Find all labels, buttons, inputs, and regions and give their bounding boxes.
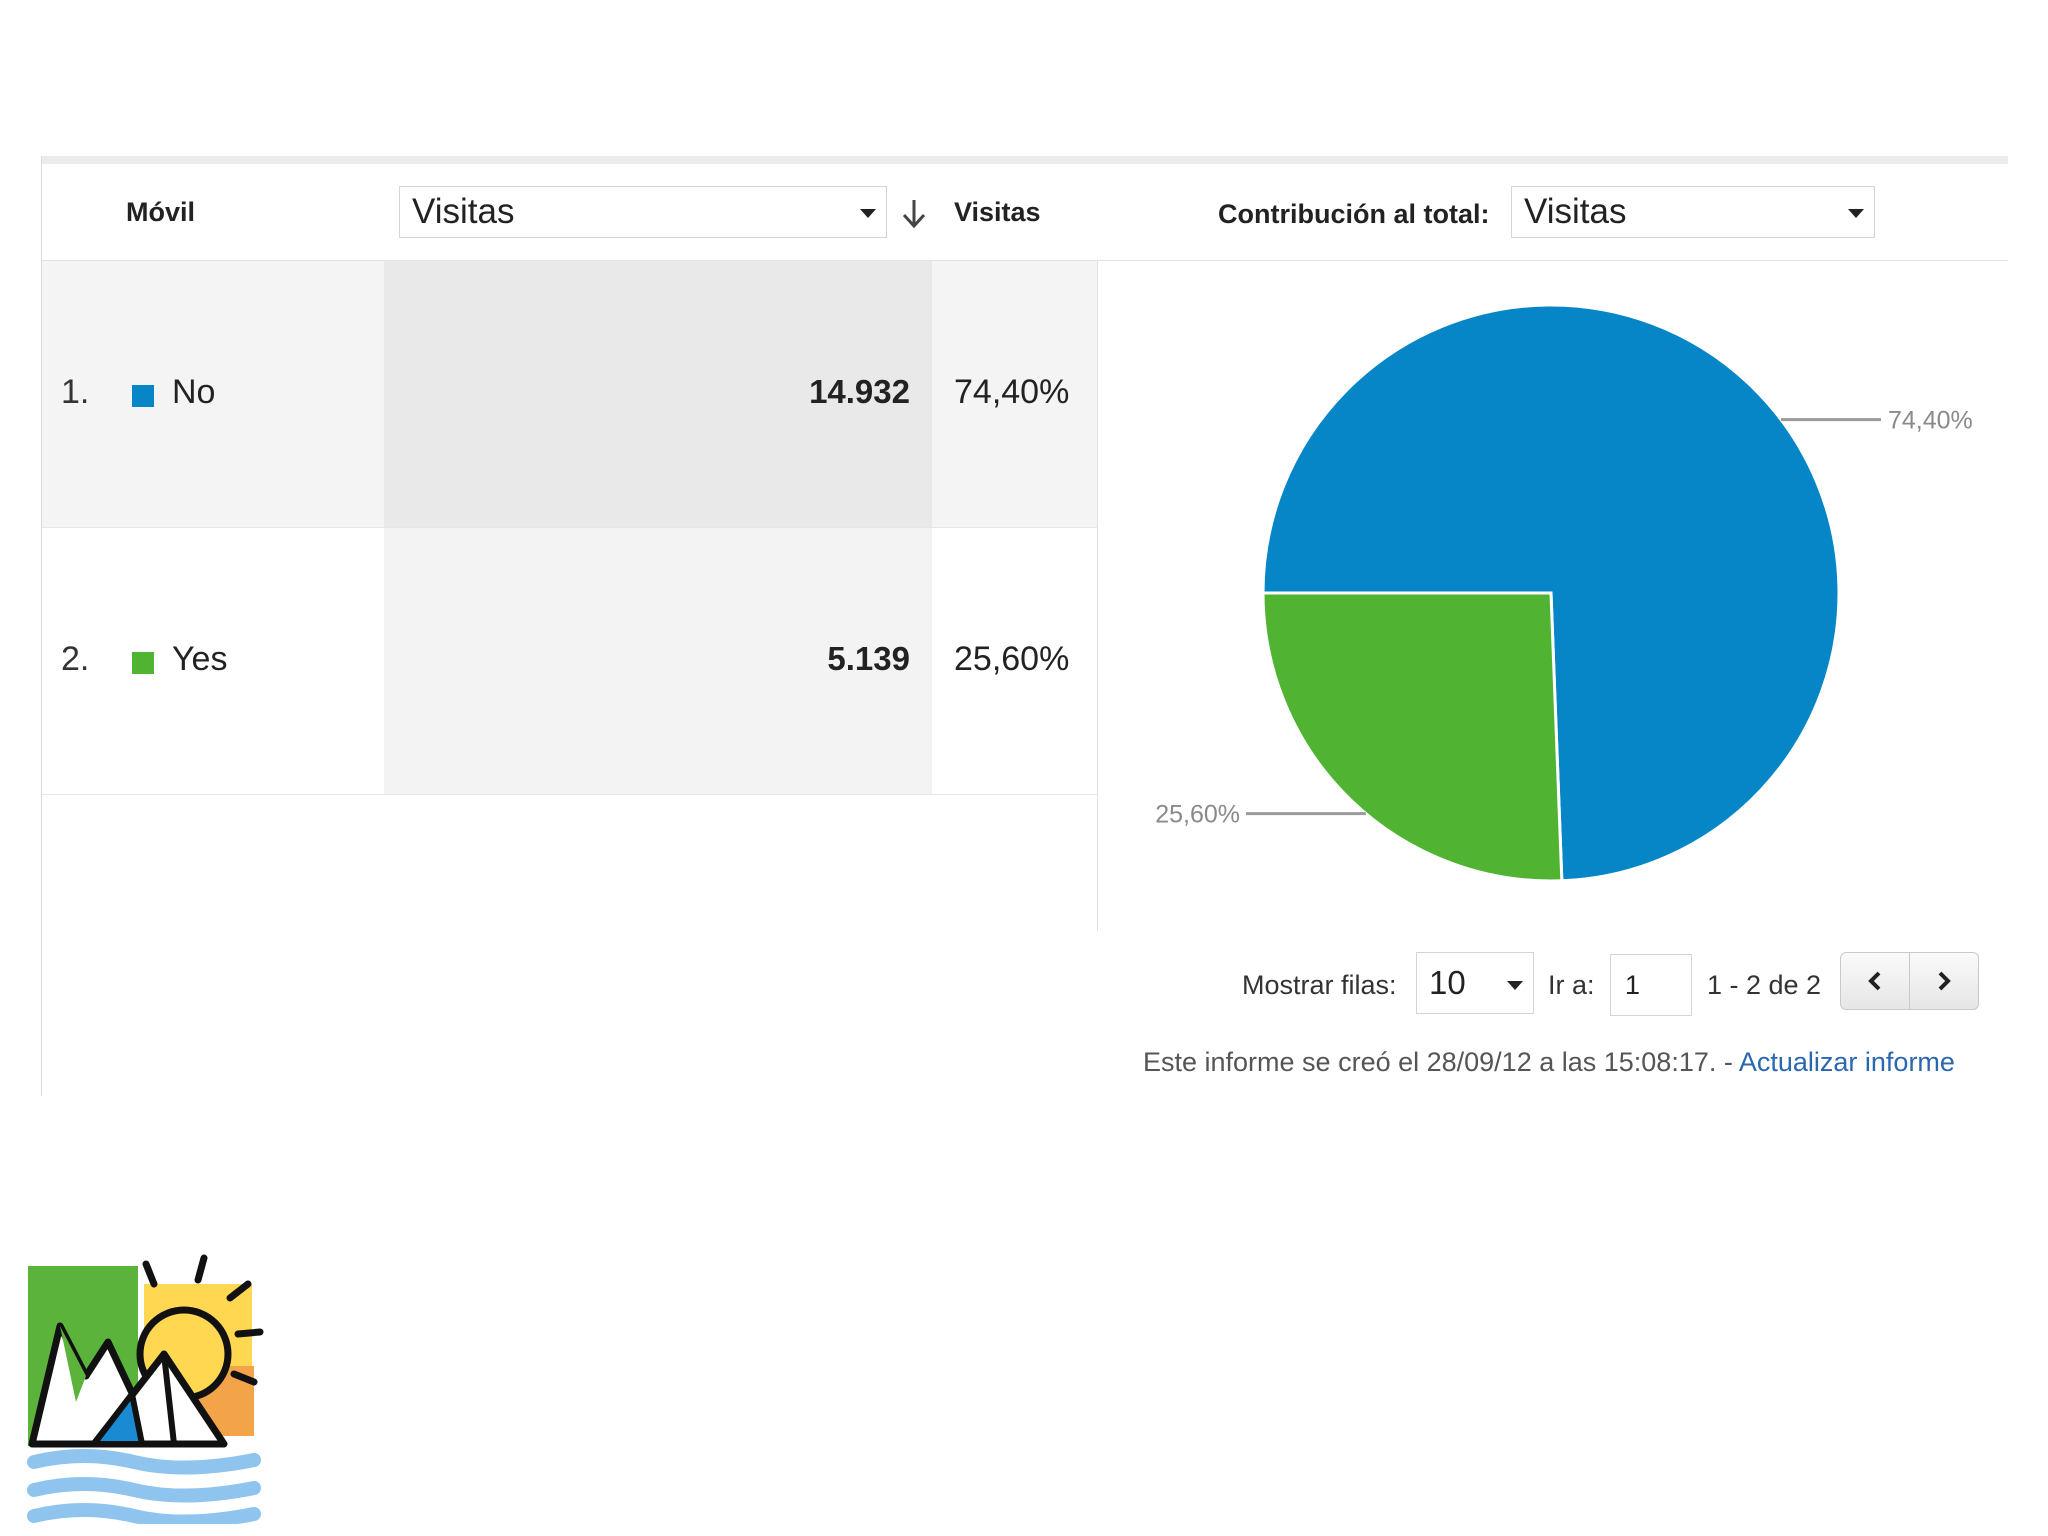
- rows-per-page-select[interactable]: 10: [1416, 952, 1534, 1014]
- chevron-down-icon: [1848, 209, 1864, 218]
- data-table: 1. No 14.932 74,40% 2. Yes 5.139 25,60%: [42, 261, 1097, 795]
- mountain-sun-tent-logo: [27, 1254, 264, 1524]
- pie-chart: 74,40% 25,60%: [1155, 303, 1973, 883]
- pie-label-no: 74,40%: [1888, 407, 1973, 435]
- percent-cell: 74,40%: [932, 261, 1097, 527]
- row-index: 2.: [61, 640, 90, 678]
- metric-column-header[interactable]: Visitas: [954, 197, 1041, 227]
- row-percent: 74,40%: [954, 373, 1070, 411]
- metric-select-value: Visitas: [412, 192, 515, 231]
- contribution-select[interactable]: Visitas: [1511, 186, 1875, 238]
- refresh-report-link[interactable]: Actualizar informe: [1738, 1047, 1955, 1077]
- table-row[interactable]: 2. Yes 5.139 25,60%: [42, 528, 1097, 795]
- chevron-down-icon: [1507, 981, 1523, 990]
- dimension-header[interactable]: Móvil: [126, 197, 196, 227]
- next-page-button[interactable]: [1909, 952, 1979, 1010]
- contribution-label: Contribución al total:: [1218, 199, 1490, 229]
- chevron-right-icon: [1938, 971, 1951, 991]
- arrow-down-icon[interactable]: [899, 198, 929, 230]
- chevron-left-icon: [1868, 971, 1881, 991]
- panel-top-border: [41, 156, 2008, 164]
- chevron-down-icon: [860, 209, 876, 218]
- value-cell: 14.932: [384, 261, 932, 527]
- metric-select[interactable]: Visitas: [399, 186, 887, 238]
- pie-slice-yes[interactable]: [1261, 591, 1564, 883]
- row-label[interactable]: No: [172, 373, 216, 411]
- row-value: 5.139: [827, 640, 910, 677]
- rows-per-page-value: 10: [1429, 964, 1466, 1001]
- percent-cell: 25,60%: [932, 528, 1097, 794]
- row-percent: 25,60%: [954, 640, 1070, 678]
- report-timestamp: Este informe se creó el 28/09/12 a las 1…: [1143, 1047, 1739, 1077]
- goto-label: Ir a:: [1548, 970, 1595, 1000]
- pie-label-yes: 25,60%: [1155, 801, 1240, 829]
- legend-swatch: [132, 652, 154, 674]
- contribution-select-value: Visitas: [1524, 192, 1627, 231]
- prev-page-button[interactable]: [1840, 952, 1910, 1010]
- table-header: Móvil Visitas Visitas Contribución al to…: [42, 164, 2008, 261]
- row-index: 1.: [61, 373, 90, 411]
- row-value: 14.932: [809, 373, 910, 410]
- row-label[interactable]: Yes: [172, 640, 228, 678]
- dimension-cell: 2. Yes: [42, 528, 384, 794]
- goto-page-input[interactable]: 1: [1610, 954, 1692, 1016]
- show-rows-label: Mostrar filas:: [1242, 970, 1397, 1000]
- value-cell: 5.139: [384, 528, 932, 794]
- dimension-cell: 1. No: [42, 261, 384, 527]
- legend-swatch: [132, 385, 154, 407]
- table-row[interactable]: 1. No 14.932 74,40%: [42, 261, 1097, 528]
- chart-divider: [1097, 261, 1098, 931]
- range-text: 1 - 2 de 2: [1707, 970, 1822, 1000]
- report-panel: [41, 156, 2009, 1096]
- report-footer: Este informe se creó el 28/09/12 a las 1…: [1143, 1042, 1955, 1082]
